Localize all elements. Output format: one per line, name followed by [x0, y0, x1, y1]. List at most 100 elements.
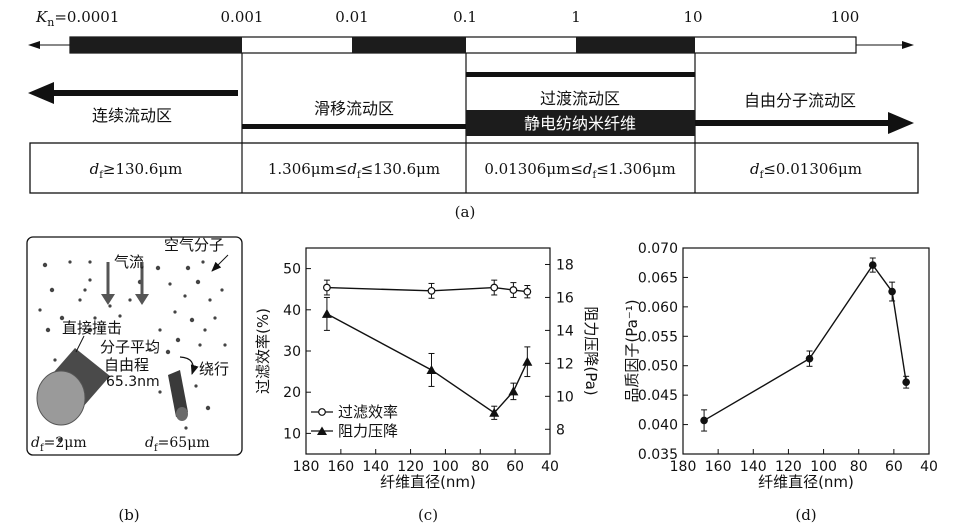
y2-tick-label: 14 — [556, 323, 574, 339]
air-molecule-dot — [57, 437, 63, 443]
chart-d-ylabel: 品质因子(Pa⁻¹) — [623, 299, 641, 402]
y2-tick-label: 8 — [556, 422, 565, 438]
regime-label-continuum: 连续流动区 — [92, 106, 172, 125]
kn-scale-block — [352, 37, 466, 53]
y-tick-label: 0.040 — [638, 418, 678, 434]
kn-tick-label: 1 — [571, 8, 581, 26]
data-point — [509, 286, 518, 294]
y-tick-label: 40 — [283, 303, 301, 319]
data-point — [489, 407, 500, 417]
kn-tick-label: 100 — [831, 8, 860, 26]
series-line-0 — [703, 263, 907, 422]
air-molecule-dot — [45, 327, 51, 333]
air-molecule-dot — [158, 328, 162, 332]
y-tick-label: 0.070 — [638, 241, 678, 257]
y-tick-label: 0.055 — [638, 329, 678, 345]
regime-label-free-molecular: 自由分子流动区 — [744, 91, 856, 110]
air-molecule-dot — [108, 304, 112, 308]
data-point — [522, 356, 533, 366]
electrospin-bar — [466, 110, 695, 136]
legend-label-efficiency: 过滤效率 — [338, 403, 398, 421]
chart-d-plot-frame — [682, 247, 930, 455]
chart-c-ylabel: 过滤效率(%) — [254, 308, 272, 394]
air-molecule-dot — [93, 316, 97, 320]
air-molecule-dot — [205, 405, 211, 411]
kn-axis-left-arrow — [28, 41, 40, 49]
air-molecule-dot — [68, 260, 72, 264]
panel-a: Kn=0.0001 0.001 0.01 0.1 1 10 100 连续流动区 … — [28, 8, 919, 221]
data-point — [321, 308, 332, 318]
chart-d-axes: 180 160 140 120 100 80 60 40 0.035 0.040 0.045 0.05… — [638, 241, 938, 475]
mfp-label-2: 自由程 — [104, 356, 149, 374]
air-molecule-dot — [184, 426, 188, 430]
data-point — [490, 283, 499, 292]
air-molecule-dot — [201, 260, 205, 264]
kn-axis-right-arrow — [902, 41, 914, 49]
small-fiber-body — [168, 370, 188, 417]
air-molecule-dot — [148, 348, 152, 352]
air-molecule-dot — [195, 279, 201, 285]
x-tick-label: 40 — [920, 459, 938, 475]
x-tick-label: 140 — [362, 459, 389, 475]
air-molecule-dot — [168, 282, 172, 286]
kn-scale-block — [70, 37, 242, 53]
chart-d: 180 160 140 120 100 80 60 40 0.035 0.040 0.045 0.05… — [623, 241, 938, 524]
y-tick-label: 0.060 — [638, 300, 678, 316]
air-molecule-dot — [203, 328, 207, 332]
caption-a: (a) — [455, 203, 476, 221]
air-molecule-dot — [53, 358, 57, 362]
air-molecule-dot — [128, 298, 132, 302]
air-molecule-dot — [42, 262, 48, 268]
y-tick-label: 0.035 — [638, 447, 678, 463]
x-tick-label: 140 — [740, 459, 767, 475]
chart-c-y2label: 阻力压降(Pa) — [582, 306, 600, 395]
series-line-1 — [326, 313, 528, 414]
x-tick-label: 40 — [541, 459, 559, 475]
data-point — [508, 386, 519, 396]
transition-bar — [466, 72, 695, 77]
air-molecule-dot — [118, 314, 122, 318]
chart-d-marks — [700, 257, 910, 432]
x-tick-label: 100 — [432, 459, 459, 475]
air-molecule-dot — [165, 349, 171, 355]
air-molecule-dot — [175, 337, 181, 343]
large-fiber-cross-section — [36, 370, 86, 426]
legend-marker-pressure — [317, 426, 327, 435]
x-tick-label: 100 — [810, 459, 837, 475]
chart-c: 180 160 140 120 100 80 60 40 10 20 30 40 50 8 10 12 14 16… — [254, 247, 600, 524]
free-molecular-arrow-head — [888, 112, 914, 134]
legend-marker-efficiency — [318, 408, 326, 416]
air-molecule-dot — [83, 288, 87, 292]
chart-c-marks — [321, 279, 533, 420]
chart-c-axes: 180 160 140 120 100 80 60 40 10 20 30 40 50 8 10 12 14 16… — [283, 257, 574, 475]
y2-tick-label: 12 — [556, 356, 574, 372]
x-tick-label: 180 — [670, 459, 697, 475]
mfp-value: 65.3nm — [106, 374, 160, 390]
caption-b: (b) — [118, 506, 139, 524]
data-point — [868, 261, 877, 269]
air-molecule-dot — [185, 265, 191, 271]
x-tick-label: 160 — [327, 459, 354, 475]
data-point — [523, 287, 532, 296]
y2-tick-label: 10 — [556, 389, 574, 405]
caption-c: (c) — [418, 506, 438, 524]
x-tick-label: 120 — [397, 459, 424, 475]
y-tick-label: 0.045 — [638, 388, 678, 404]
y-tick-label: 0.065 — [638, 270, 678, 286]
diameter-label-left: df=2μm — [31, 435, 87, 454]
x-tick-label: 160 — [705, 459, 732, 475]
chart-c-legend: 过滤效率 阻力压降 — [311, 403, 398, 440]
air-molecule-dot — [49, 287, 55, 293]
y2-tick-label: 16 — [556, 290, 574, 306]
chart-d-xlabel: 纤维直径(nm) — [758, 473, 854, 491]
diameter-range-slip: 1.306μm≤df≤130.6μm — [268, 160, 440, 181]
air-molecule-dot — [183, 294, 187, 298]
x-tick-label: 80 — [471, 459, 489, 475]
air-molecule-dot — [220, 288, 224, 292]
y-tick-label: 10 — [283, 426, 301, 442]
x-tick-label: 120 — [775, 459, 802, 475]
electrospin-label: 静电纺纳米纤维 — [524, 114, 636, 133]
y-tick-label: 50 — [283, 262, 301, 278]
kn-tick-label: 0.001 — [221, 8, 264, 26]
